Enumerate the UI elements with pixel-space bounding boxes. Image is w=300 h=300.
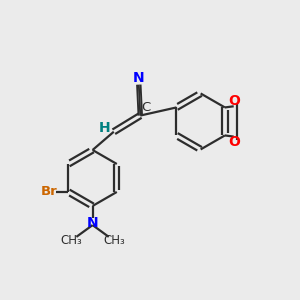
Text: N: N [87,216,98,230]
Text: O: O [228,135,240,149]
Text: H: H [98,121,110,135]
Text: Br: Br [41,185,58,199]
Text: O: O [228,94,240,108]
Text: N: N [133,71,145,85]
Text: C: C [141,101,150,114]
Text: CH₃: CH₃ [103,234,125,247]
Text: CH₃: CH₃ [61,234,82,247]
